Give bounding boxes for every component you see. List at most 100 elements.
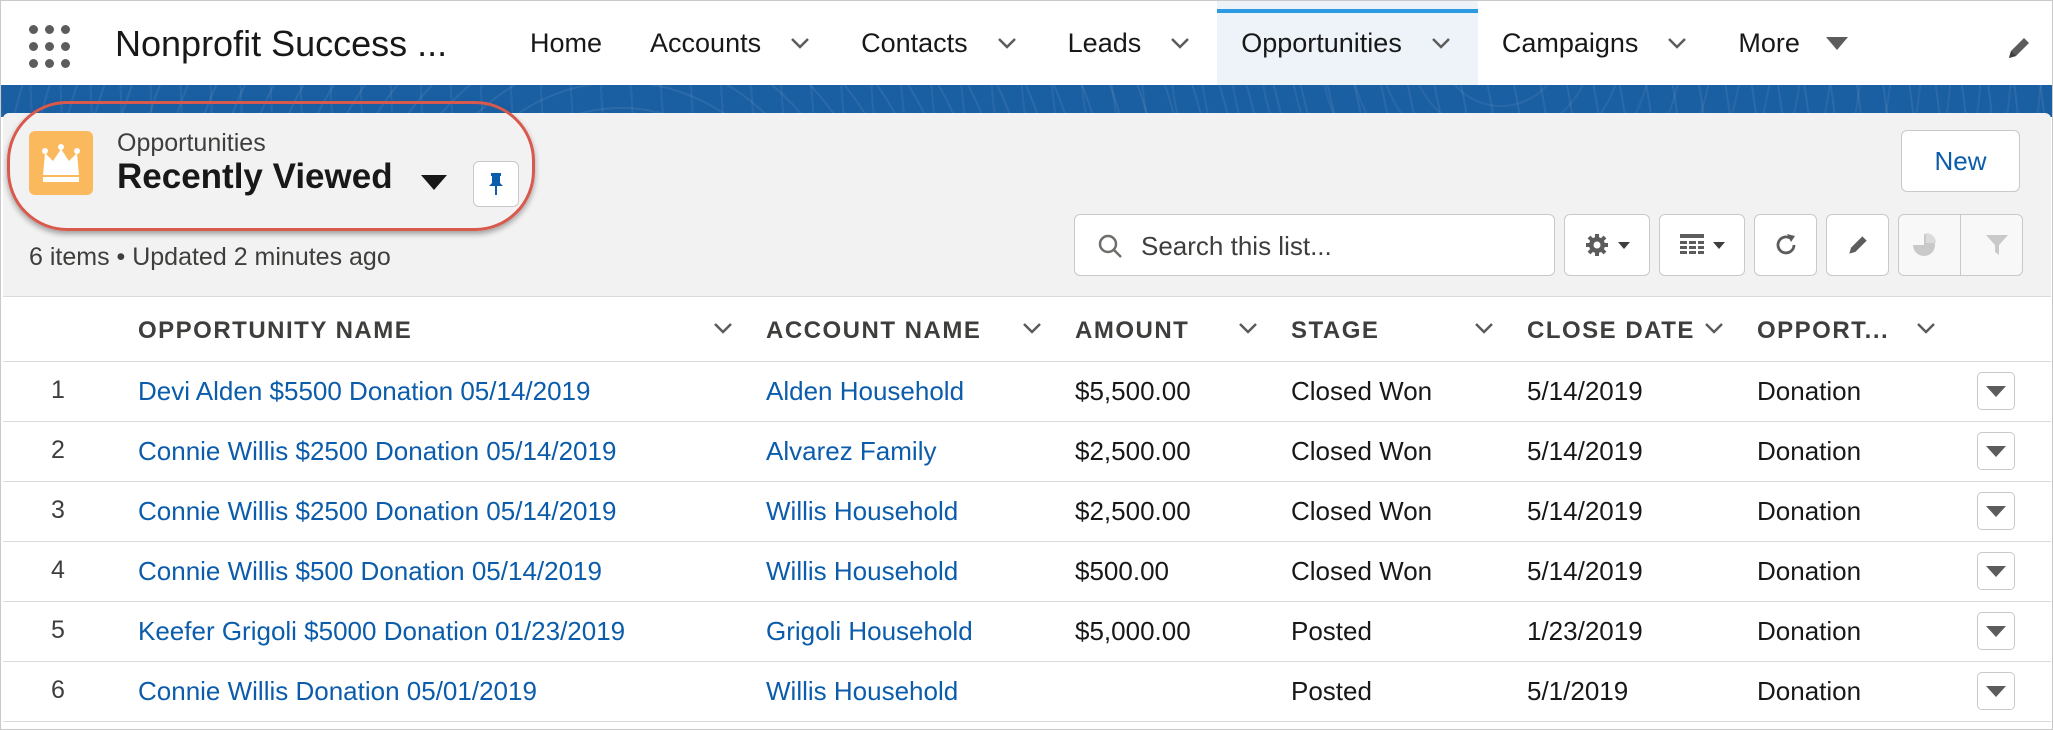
close-date-cell: 5/14/2019: [1527, 496, 1643, 526]
chevron-down-icon[interactable]: [1664, 30, 1690, 56]
column-header-opportunity-type[interactable]: OPPORT...: [1757, 297, 1957, 362]
row-actions-button[interactable]: [1977, 492, 2015, 530]
tab-home[interactable]: Home: [506, 1, 626, 85]
inline-edit-button[interactable]: [1826, 214, 1889, 276]
account-link[interactable]: Grigoli Household: [766, 616, 973, 646]
tab-accounts[interactable]: Accounts: [626, 1, 837, 85]
opportunity-link[interactable]: Connie Willis $2500 Donation 05/14/2019: [138, 496, 617, 526]
filter-icon[interactable]: [1984, 232, 2010, 258]
highlight-annotation: [7, 101, 535, 231]
crown-icon: [29, 131, 93, 195]
tab-label: Opportunities: [1241, 27, 1402, 58]
app-launcher-icon[interactable]: [29, 25, 73, 69]
opportunity-link[interactable]: Connie Willis Donation 05/01/2019: [138, 676, 537, 706]
account-link[interactable]: Alden Household: [766, 376, 965, 406]
account-link[interactable]: Alvarez Family: [766, 436, 937, 466]
tab-label: Campaigns: [1501, 27, 1639, 58]
chevron-down-icon[interactable]: [994, 30, 1020, 56]
caret-down-icon: [1986, 625, 2006, 637]
column-header-opportunity-name[interactable]: OPPORTUNITY NAME: [138, 297, 766, 362]
amount-cell: $5,000.00: [1075, 616, 1191, 646]
column-header-amount[interactable]: AMOUNT: [1075, 297, 1291, 362]
tab-opportunities[interactable]: Opportunities: [1217, 1, 1478, 85]
pencil-icon: [1848, 236, 1867, 254]
row-actions-button[interactable]: [1977, 432, 2015, 470]
table-row: 3 Connie Willis $2500 Donation 05/14/201…: [3, 481, 2051, 542]
refresh-button[interactable]: [1754, 214, 1817, 276]
pin-list-button[interactable]: [473, 161, 519, 207]
row-actions-button[interactable]: [1977, 612, 2015, 650]
list-meta: 6 items • Updated 2 minutes ago: [29, 243, 391, 271]
search-icon: [1098, 234, 1122, 258]
pencil-icon[interactable]: [2004, 33, 2034, 63]
column-header-stage[interactable]: STAGE: [1291, 297, 1527, 362]
pie-chart-icon[interactable]: [1911, 232, 1937, 258]
tab-campaigns[interactable]: Campaigns: [1478, 1, 1715, 85]
list-view-table: OPPORTUNITY NAME ACCOUNT NAME AMOUNT STA…: [3, 297, 2051, 722]
tab-more[interactable]: More: [1714, 1, 1872, 85]
row-actions-button[interactable]: [1977, 552, 2015, 590]
tab-label: Leads: [1067, 27, 1142, 58]
column-header-close-date[interactable]: CLOSE DATE: [1527, 297, 1757, 362]
chevron-down-icon[interactable]: [1913, 315, 1939, 341]
list-view-selector[interactable]: Recently Viewed: [117, 157, 393, 196]
opportunity-link[interactable]: Connie Willis $2500 Donation 05/14/2019: [138, 436, 617, 466]
global-nav: Nonprofit Success ... Home Accounts Cont…: [1, 1, 2052, 85]
chevron-down-icon[interactable]: [787, 30, 813, 56]
opportunity-link[interactable]: Devi Alden $5500 Donation 05/14/2019: [138, 376, 591, 406]
caret-down-icon: [1986, 565, 2006, 577]
account-link[interactable]: Willis Household: [766, 676, 959, 706]
row-actions-button[interactable]: [1977, 372, 2015, 410]
table-row: 6 Connie Willis Donation 05/01/2019 Will…: [3, 661, 2051, 722]
close-date-cell: 5/14/2019: [1527, 556, 1643, 586]
opportunity-link[interactable]: Keefer Grigoli $5000 Donation 01/23/2019: [138, 616, 626, 646]
row-number: 1: [51, 376, 65, 404]
table-row: 2 Connie Willis $2500 Donation 05/14/201…: [3, 421, 2051, 482]
nav-tabs: Home Accounts Contacts Leads Opportuniti…: [506, 1, 1872, 85]
row-actions-button[interactable]: [1977, 672, 2015, 710]
caret-down-icon[interactable]: [421, 175, 447, 190]
account-link[interactable]: Willis Household: [766, 556, 959, 586]
brand-band: [1, 85, 2052, 117]
caret-down-icon: [1986, 385, 2006, 397]
row-number: 5: [51, 616, 65, 644]
amount-cell: $2,500.00: [1075, 496, 1191, 526]
actions-header: [1957, 297, 2051, 362]
table-row: 4 Connie Willis $500 Donation 05/14/2019…: [3, 541, 2051, 602]
chevron-down-icon[interactable]: [710, 315, 736, 341]
chevron-down-icon[interactable]: [1471, 315, 1497, 341]
caret-down-icon: [1713, 241, 1725, 249]
list-view-header: Opportunities Recently Viewed 6 items • …: [3, 101, 2051, 297]
row-number: 6: [51, 676, 65, 704]
type-cell: Donation: [1757, 436, 1862, 466]
chevron-down-icon[interactable]: [1167, 30, 1193, 56]
column-label: OPPORTUNITY NAME: [138, 317, 413, 344]
pin-icon: [489, 173, 503, 195]
opportunity-link[interactable]: Connie Willis $500 Donation 05/14/2019: [138, 556, 602, 586]
tab-leads[interactable]: Leads: [1044, 1, 1218, 85]
chevron-down-icon[interactable]: [1235, 315, 1261, 341]
column-label: AMOUNT: [1075, 317, 1190, 344]
tab-contacts[interactable]: Contacts: [837, 1, 1044, 85]
chevron-down-icon[interactable]: [1428, 30, 1454, 56]
column-label: CLOSE DATE: [1527, 317, 1695, 344]
list-settings-button[interactable]: [1564, 214, 1650, 276]
amount-cell: $5,500.00: [1075, 376, 1191, 406]
column-label: OPPORT...: [1757, 317, 1890, 344]
stage-cell: Closed Won: [1291, 376, 1433, 406]
row-number: 4: [51, 556, 65, 584]
column-header-account-name[interactable]: ACCOUNT NAME: [766, 297, 1075, 362]
search-input[interactable]: [1139, 225, 1543, 267]
chevron-down-icon[interactable]: [1019, 315, 1045, 341]
chevron-down-icon[interactable]: [1701, 315, 1727, 341]
account-link[interactable]: Willis Household: [766, 496, 959, 526]
divider: [1959, 215, 1961, 275]
column-label: ACCOUNT NAME: [766, 317, 982, 344]
search-field[interactable]: [1074, 214, 1555, 276]
tab-label: Contacts: [861, 27, 968, 58]
new-button[interactable]: New: [1901, 130, 2020, 192]
tab-label: Home: [530, 27, 603, 58]
caret-down-icon: [1618, 241, 1630, 249]
display-as-button[interactable]: [1659, 214, 1745, 276]
